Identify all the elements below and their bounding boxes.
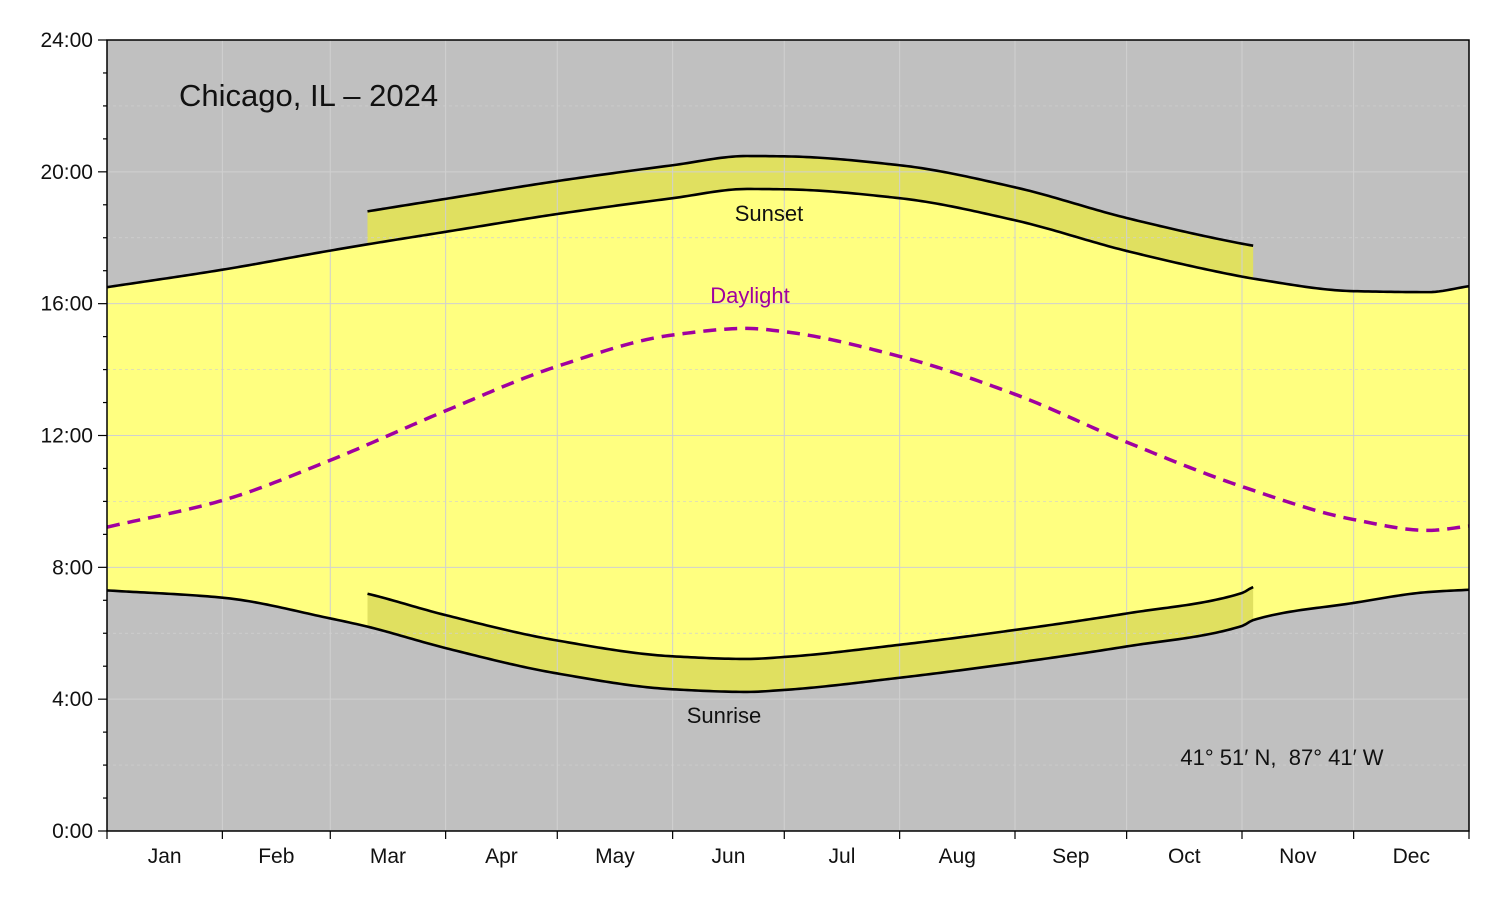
sunset-dst-line [367,154,1254,247]
x-tick-label: Aug [939,845,976,868]
daylight-duration-line [106,326,1470,533]
dst-sunrise-band [367,587,1254,692]
x-tick-label: Mar [370,845,406,868]
axes: 0:00 4:00 8:00 12:00 16:00 20:00 24:00 Jan Feb Ma… [40,29,1470,868]
y-tick-label: 12:00 [40,425,93,448]
daylight-band [107,188,1469,692]
x-tick-label: Sep [1052,845,1089,868]
sunset-label: Sunset [735,201,804,226]
x-tick-label: Feb [258,845,294,868]
sunrise-line [106,588,1470,694]
y-tick-label: 4:00 [52,688,93,711]
y-tick-label: 8:00 [52,556,93,579]
coordinates-label: 41° 51′ N, 87° 41′ W [1180,745,1383,770]
sunrise-label: Sunrise [687,703,762,728]
gridlines [107,40,1469,831]
sunrise-dst-line [367,585,1254,661]
x-tick-label: Dec [1393,845,1430,868]
y-tick-label: 20:00 [40,161,93,184]
x-tick-label: Jun [712,845,746,868]
dst-sunset-band [367,156,1254,279]
y-tick-label: 16:00 [40,293,93,316]
plot-area [106,40,1470,831]
sunset-line [106,187,1470,294]
chart-title: Chicago, IL – 2024 [179,78,438,113]
y-tick-label: 0:00 [52,820,93,843]
y-tick-label: 24:00 [40,29,93,52]
x-tick-label: Oct [1168,845,1201,868]
x-tick-label: Apr [485,845,518,868]
x-tick-label: Nov [1279,845,1317,868]
daylight-label: Daylight [710,283,789,308]
x-tick-label: May [595,845,635,868]
x-tick-label: Jul [829,845,856,868]
x-tick-label: Jan [148,845,182,868]
